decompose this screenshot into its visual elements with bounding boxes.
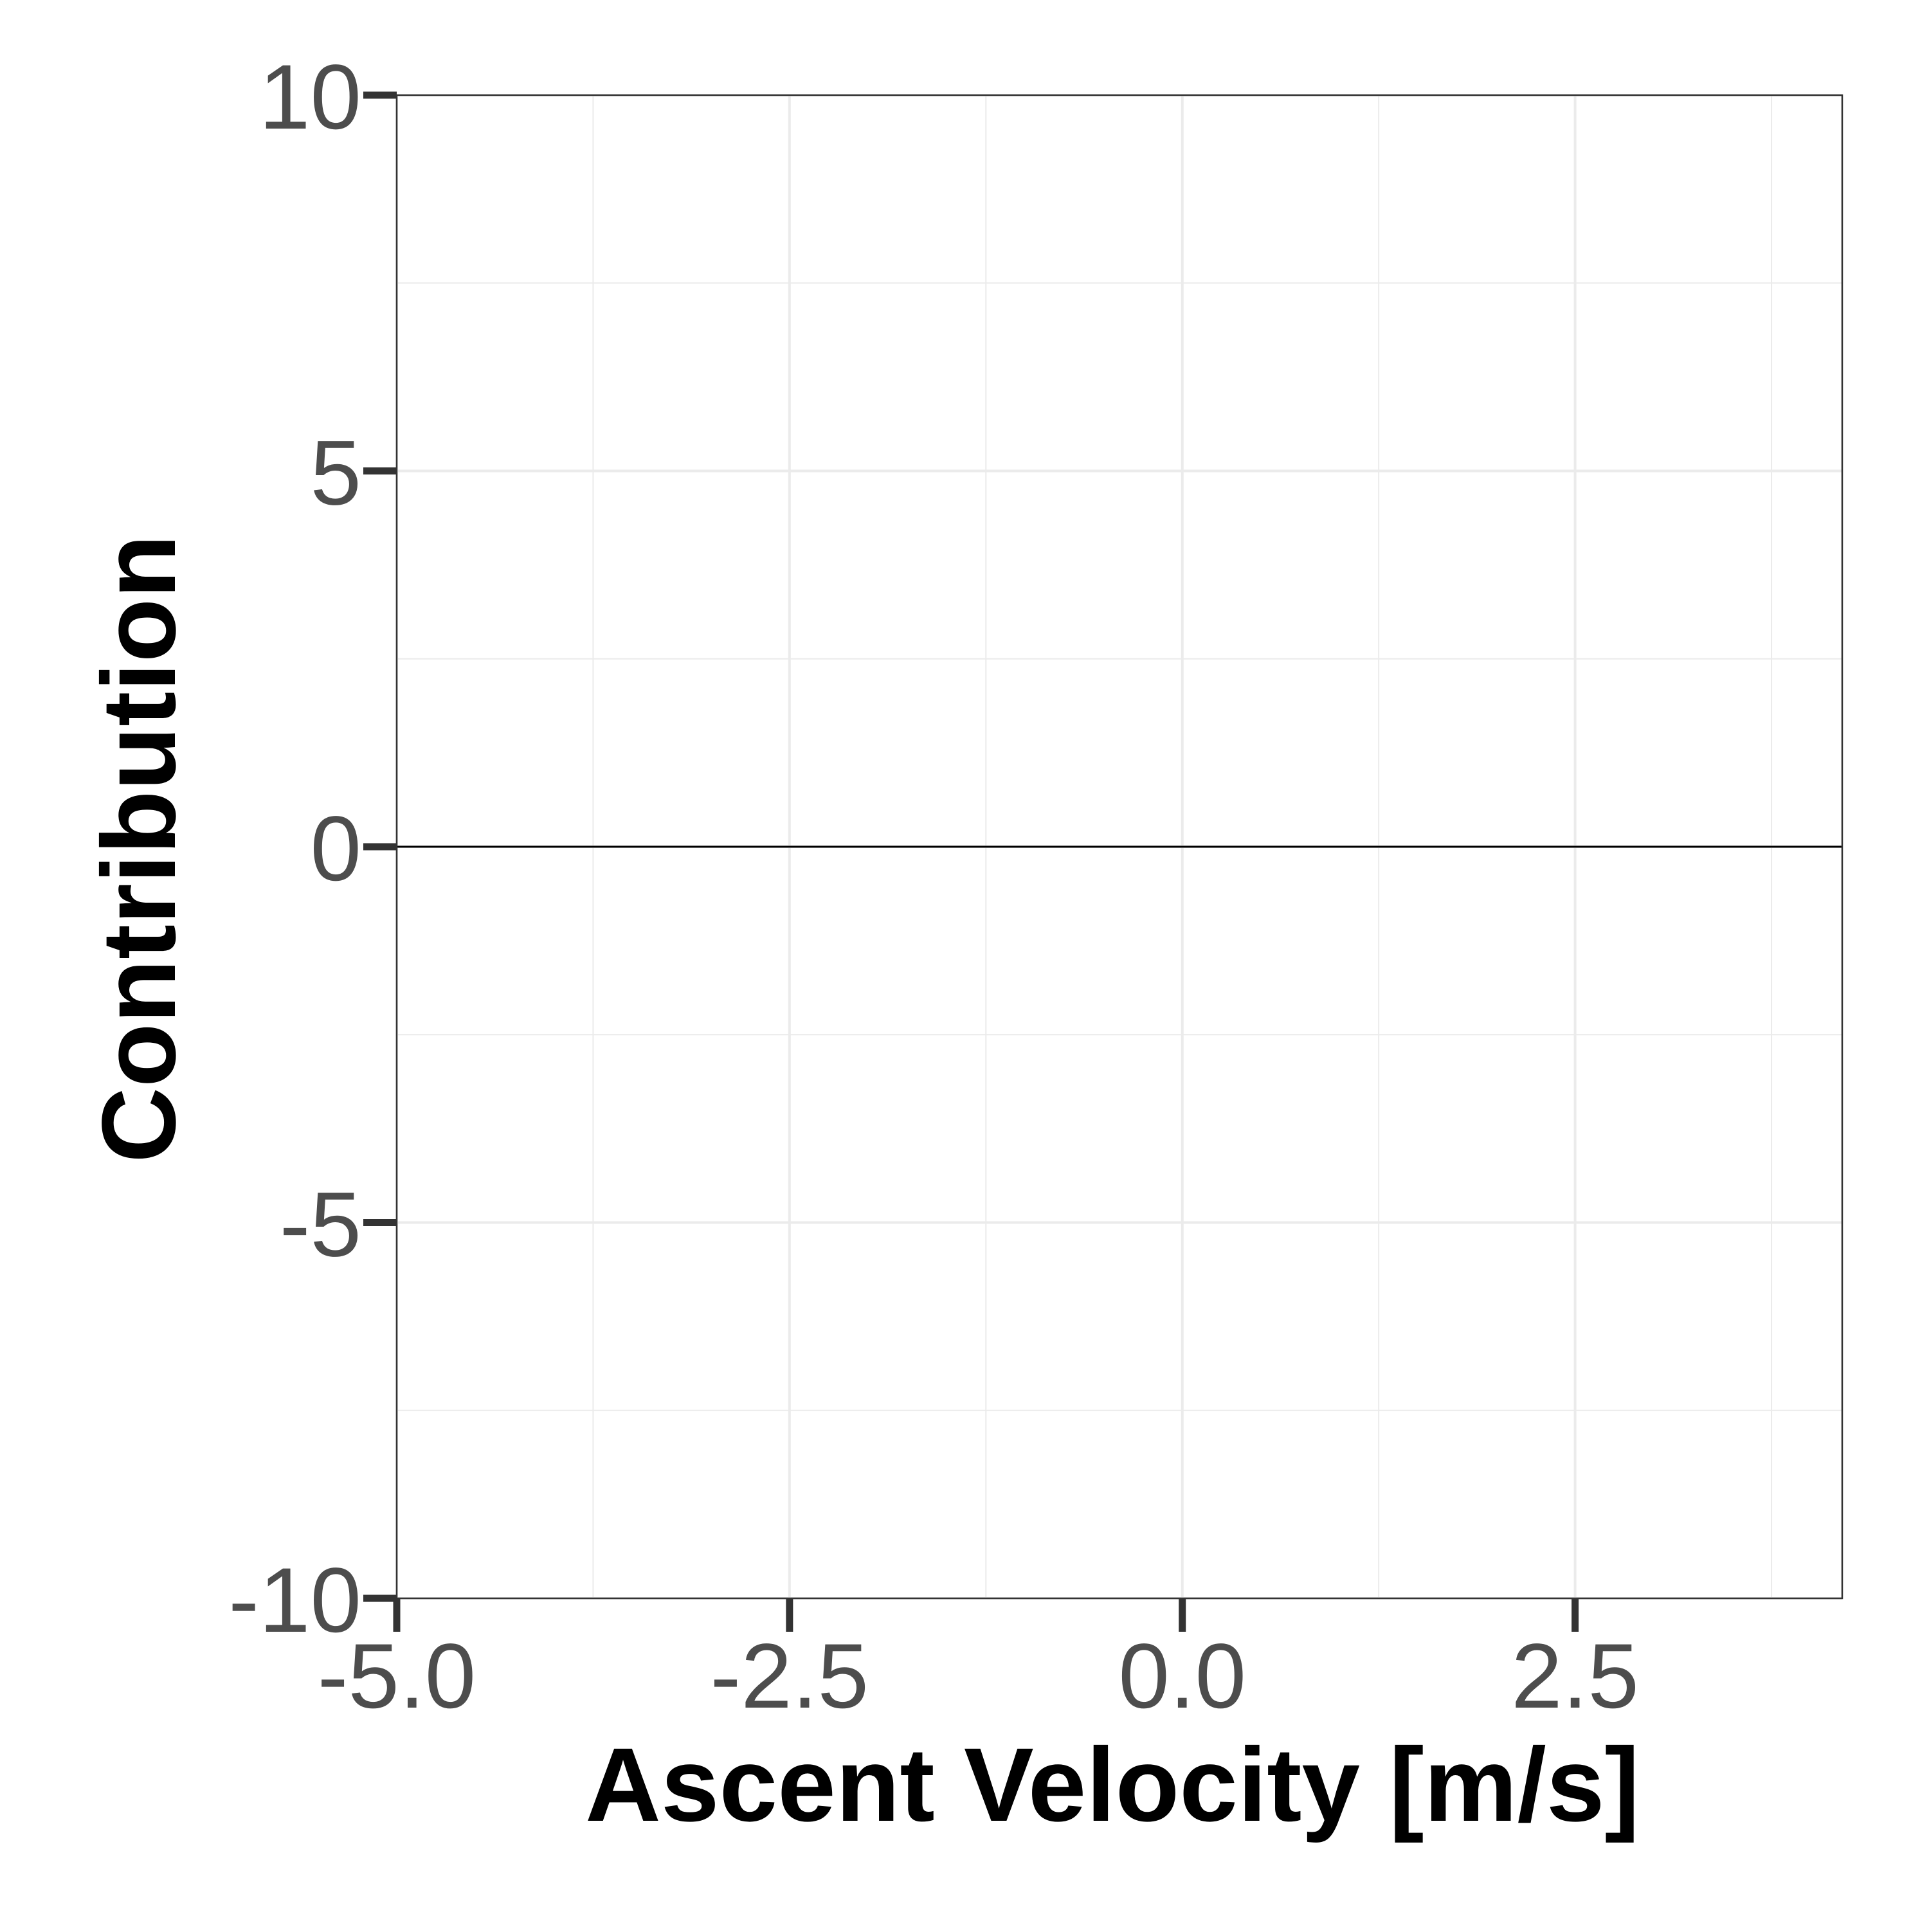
- x-tick-label: -2.5: [711, 1625, 869, 1728]
- tick-labels: 10 5 0 -5 -10-5.0 -2.5 0.0 2.5: [228, 46, 1639, 1728]
- x-tick-label: 0.0: [1118, 1625, 1246, 1728]
- y-tick-label: -5: [280, 1174, 361, 1276]
- x-tick-label: 2.5: [1511, 1625, 1639, 1728]
- y-tick-label: 10: [259, 46, 361, 149]
- x-axis-title: Ascent Velocity [m/s]: [585, 1726, 1640, 1843]
- y-axis-title: Contribution: [80, 534, 197, 1163]
- y-tick-label: 5: [310, 422, 361, 525]
- y-tick-label: 0: [310, 798, 361, 900]
- x-tick-label: -5.0: [318, 1625, 476, 1728]
- y-tick-label: -10: [228, 1549, 361, 1652]
- axis-ticks: [363, 91, 1579, 1632]
